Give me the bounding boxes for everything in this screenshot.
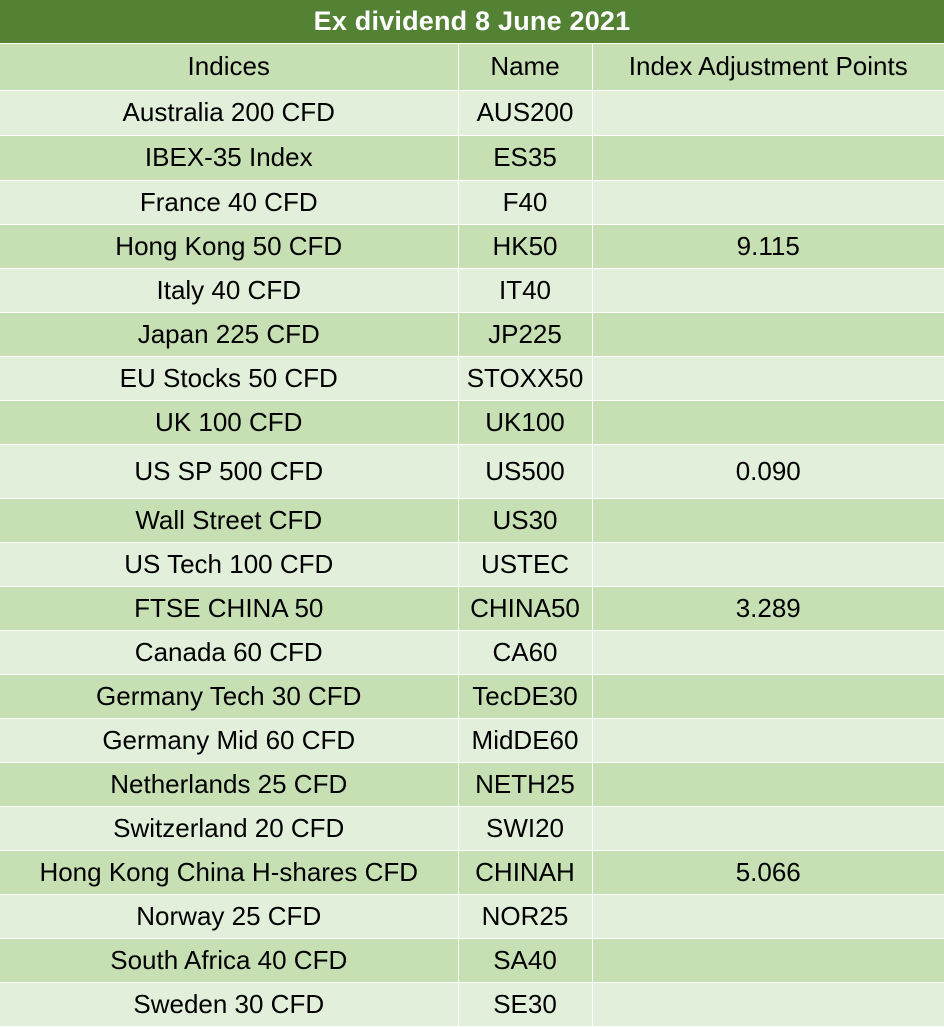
column-header-indices: Indices [0,44,459,91]
cell-adjustment-points [592,180,944,225]
table-row: Australia 200 CFD AUS200 [0,90,944,136]
table-row: Hong Kong China H-shares CFD CHINAH 5.066 [0,850,944,895]
cell-adjustment-points [592,400,944,445]
cell-index: Germany Tech 30 CFD [0,674,459,719]
cell-adjustment-points [592,542,944,587]
cell-name: NOR25 [458,894,593,939]
table-row: Switzerland 20 CFD SWI20 [0,806,944,851]
cell-name: F40 [458,180,593,225]
index-adjustment-table: Indices Name Index Adjustment Points Aus… [0,44,944,1027]
table-row: Germany Tech 30 CFD TecDE30 [0,674,944,719]
cell-name: MidDE60 [458,718,593,763]
cell-name: SWI20 [458,806,593,851]
cell-index: Sweden 30 CFD [0,982,459,1027]
cell-index: Wall Street CFD [0,498,459,543]
table-row: Germany Mid 60 CFD MidDE60 [0,718,944,763]
cell-name: ES35 [458,135,593,181]
table-row: Netherlands 25 CFD NETH25 [0,762,944,807]
sheet-title: Ex dividend 8 June 2021 [0,0,944,44]
table-row: Italy 40 CFD IT40 [0,268,944,313]
table-row: Hong Kong 50 CFD HK50 9.115 [0,224,944,269]
column-header-name: Name [458,44,593,91]
table-row: Canada 60 CFD CA60 [0,630,944,675]
cell-index: Hong Kong 50 CFD [0,224,459,269]
cell-name: CHINAH [458,850,593,895]
cell-index: Switzerland 20 CFD [0,806,459,851]
table-row: EU Stocks 50 CFD STOXX50 [0,356,944,401]
cell-adjustment-points: 0.090 [592,444,944,499]
cell-adjustment-points [592,268,944,313]
cell-index: South Africa 40 CFD [0,938,459,983]
table-row: Japan 225 CFD JP225 [0,312,944,357]
cell-index: Netherlands 25 CFD [0,762,459,807]
cell-index: Norway 25 CFD [0,894,459,939]
cell-adjustment-points [592,894,944,939]
cell-name: US500 [458,444,593,499]
cell-adjustment-points [592,356,944,401]
cell-name: US30 [458,498,593,543]
cell-adjustment-points [592,498,944,543]
table-row: FTSE CHINA 50 CHINA50 3.289 [0,586,944,631]
cell-index: EU Stocks 50 CFD [0,356,459,401]
table-row: US Tech 100 CFD USTEC [0,542,944,587]
cell-adjustment-points [592,135,944,181]
cell-name: IT40 [458,268,593,313]
cell-name: TecDE30 [458,674,593,719]
cell-adjustment-points [592,674,944,719]
cell-adjustment-points [592,630,944,675]
cell-index: France 40 CFD [0,180,459,225]
cell-adjustment-points [592,982,944,1027]
table-row: US SP 500 CFD US500 0.090 [0,444,944,499]
table-row: Sweden 30 CFD SE30 [0,982,944,1027]
table-row: Norway 25 CFD NOR25 [0,894,944,939]
cell-name: AUS200 [458,90,593,136]
cell-name: CA60 [458,630,593,675]
cell-index: Germany Mid 60 CFD [0,718,459,763]
cell-index: Japan 225 CFD [0,312,459,357]
cell-adjustment-points [592,938,944,983]
cell-adjustment-points [592,312,944,357]
cell-adjustment-points [592,806,944,851]
cell-index: FTSE CHINA 50 [0,586,459,631]
cell-index: UK 100 CFD [0,400,459,445]
table-row: UK 100 CFD UK100 [0,400,944,445]
cell-name: USTEC [458,542,593,587]
cell-index: IBEX-35 Index [0,135,459,181]
cell-name: SA40 [458,938,593,983]
table-row: South Africa 40 CFD SA40 [0,938,944,983]
table-row: IBEX-35 Index ES35 [0,135,944,181]
cell-adjustment-points [592,718,944,763]
header-row: Indices Name Index Adjustment Points [0,44,944,91]
cell-adjustment-points [592,762,944,807]
cell-index: Italy 40 CFD [0,268,459,313]
cell-name: JP225 [458,312,593,357]
cell-adjustment-points [592,90,944,136]
cell-name: NETH25 [458,762,593,807]
cell-index: US SP 500 CFD [0,444,459,499]
cell-index: Canada 60 CFD [0,630,459,675]
cell-name: STOXX50 [458,356,593,401]
cell-adjustment-points: 3.289 [592,586,944,631]
table-row: France 40 CFD F40 [0,180,944,225]
column-header-index-adjustment-points: Index Adjustment Points [592,44,944,91]
cell-index: Australia 200 CFD [0,90,459,136]
table-row: Wall Street CFD US30 [0,498,944,543]
cell-name: CHINA50 [458,586,593,631]
cell-index: US Tech 100 CFD [0,542,459,587]
cell-adjustment-points: 5.066 [592,850,944,895]
cell-name: HK50 [458,224,593,269]
cell-adjustment-points: 9.115 [592,224,944,269]
cell-index: Hong Kong China H-shares CFD [0,850,459,895]
table-body: Australia 200 CFD AUS200 IBEX-35 Index ES35… [0,90,944,1027]
cell-name: SE30 [458,982,593,1027]
cell-name: UK100 [458,400,593,445]
